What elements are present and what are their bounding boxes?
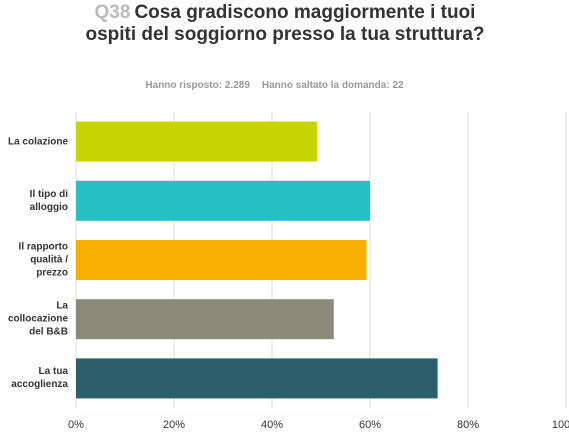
bar	[76, 240, 367, 280]
x-tick-label: 100%	[551, 419, 569, 431]
subtitle: Hanno risposto: 2.289 Hanno saltato la do…	[0, 80, 549, 91]
chart-title: Cosa gradiscono maggiormente i tuoi ospi…	[85, 2, 485, 45]
category-label: La collocazione del B&B	[7, 300, 68, 338]
category-label: Il rapporto qualità / prezzo	[18, 241, 68, 279]
x-tick-label: 40%	[260, 419, 284, 431]
x-tick-label: 60%	[358, 419, 382, 431]
skipped: Hanno saltato la domanda: 22	[261, 80, 404, 91]
category-label: La tua accoglienza	[11, 366, 68, 391]
x-tick-label: 20%	[162, 419, 186, 431]
category-label: Il tipo di alloggio	[29, 188, 68, 213]
x-tick-label: 80%	[456, 419, 480, 431]
title-block: Q38 Cosa gradiscono maggiormente i tuoi o…	[70, 2, 500, 46]
bar	[76, 299, 334, 340]
answered: Hanno risposto: 2.289	[145, 80, 250, 91]
bar	[76, 121, 318, 162]
category-label: La colazione	[7, 136, 68, 148]
bar	[76, 180, 370, 221]
x-tick-label: 0%	[68, 419, 84, 431]
question-number: Q38	[94, 2, 131, 23]
bar	[76, 358, 438, 399]
